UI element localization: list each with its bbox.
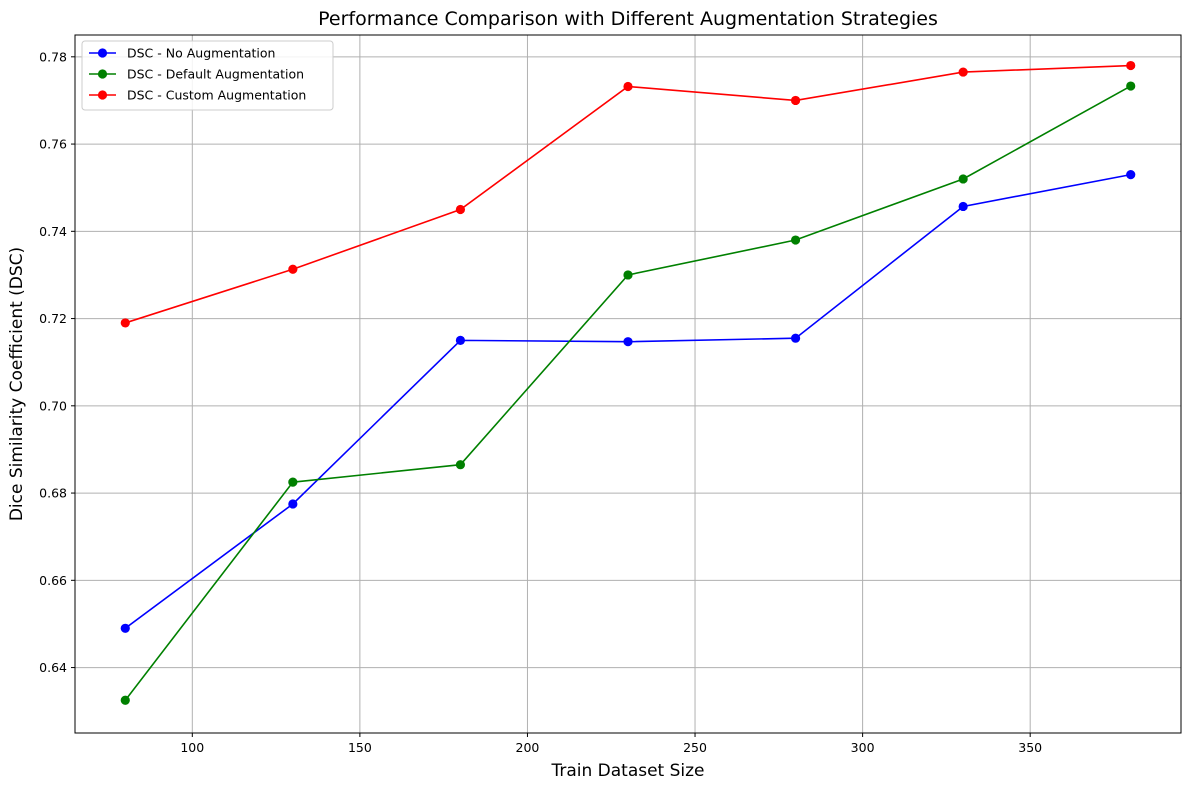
legend-entry: DSC - Custom Augmentation <box>89 88 306 103</box>
y-tick-label: 0.74 <box>39 224 67 239</box>
data-point <box>958 201 968 212</box>
legend-label: DSC - No Augmentation <box>127 46 275 61</box>
data-point <box>958 174 968 184</box>
data-point <box>288 264 298 274</box>
y-tick-label: 0.72 <box>39 311 67 326</box>
y-tick-label: 0.70 <box>39 398 67 413</box>
grid <box>75 35 1181 733</box>
data-point <box>958 67 968 77</box>
legend-box <box>81 40 334 111</box>
legend: DSC - No Augmentation DSC - Default Augme… <box>81 40 334 111</box>
series-0 <box>120 170 1136 633</box>
data-point <box>120 695 130 705</box>
legend-entry: DSC - No Augmentation <box>89 46 275 61</box>
x-tick-label: 300 <box>851 740 875 755</box>
data-point <box>1126 170 1136 180</box>
x-tick-label: 100 <box>180 740 204 755</box>
y-tick-label: 0.64 <box>39 660 67 675</box>
data-point <box>455 204 466 215</box>
data-point <box>623 337 633 347</box>
x-tick-label: 250 <box>683 740 707 755</box>
data-point <box>790 333 801 343</box>
y-tick-label: 0.68 <box>39 486 67 501</box>
data-point <box>455 460 466 470</box>
plot-frame <box>74 34 1182 734</box>
data-point <box>790 95 801 106</box>
series-1 <box>120 81 1136 705</box>
y-tick-label: 0.78 <box>39 49 67 64</box>
data-point <box>623 270 633 280</box>
series-line <box>124 85 1132 701</box>
y-tick-label: 0.76 <box>39 137 67 152</box>
data-point <box>1126 60 1136 71</box>
ticks: 100 150 200 250 300 350 0.64 0.66 0.68 0.70 0.72 0.… <box>39 49 1042 755</box>
y-tick-label: 0.66 <box>39 573 67 588</box>
data-point <box>623 81 633 92</box>
data-point <box>120 318 130 328</box>
legend-label: DSC - Custom Augmentation <box>127 88 306 103</box>
data-point <box>790 235 801 245</box>
data-point <box>120 623 130 633</box>
series-2 <box>120 60 1136 328</box>
x-tick-label: 200 <box>516 740 540 755</box>
legend-marker <box>97 69 108 79</box>
legend-entry: DSC - Default Augmentation <box>89 67 304 82</box>
series-layer <box>120 60 1136 705</box>
legend-label: DSC - Default Augmentation <box>127 67 304 82</box>
data-point <box>1126 81 1136 91</box>
data-point <box>288 499 298 509</box>
y-axis-label: Dice Similarity Coefficient (DSC) <box>7 247 27 521</box>
chart-title: Performance Comparison with Different Au… <box>318 8 938 30</box>
data-point <box>455 335 466 345</box>
data-point <box>288 477 298 487</box>
legend-marker <box>97 90 108 100</box>
legend-marker <box>97 48 108 58</box>
x-tick-label: 150 <box>348 740 372 755</box>
x-tick-label: 350 <box>1018 740 1042 755</box>
series-line <box>124 173 1131 629</box>
x-axis-label: Train Dataset Size <box>550 761 704 781</box>
